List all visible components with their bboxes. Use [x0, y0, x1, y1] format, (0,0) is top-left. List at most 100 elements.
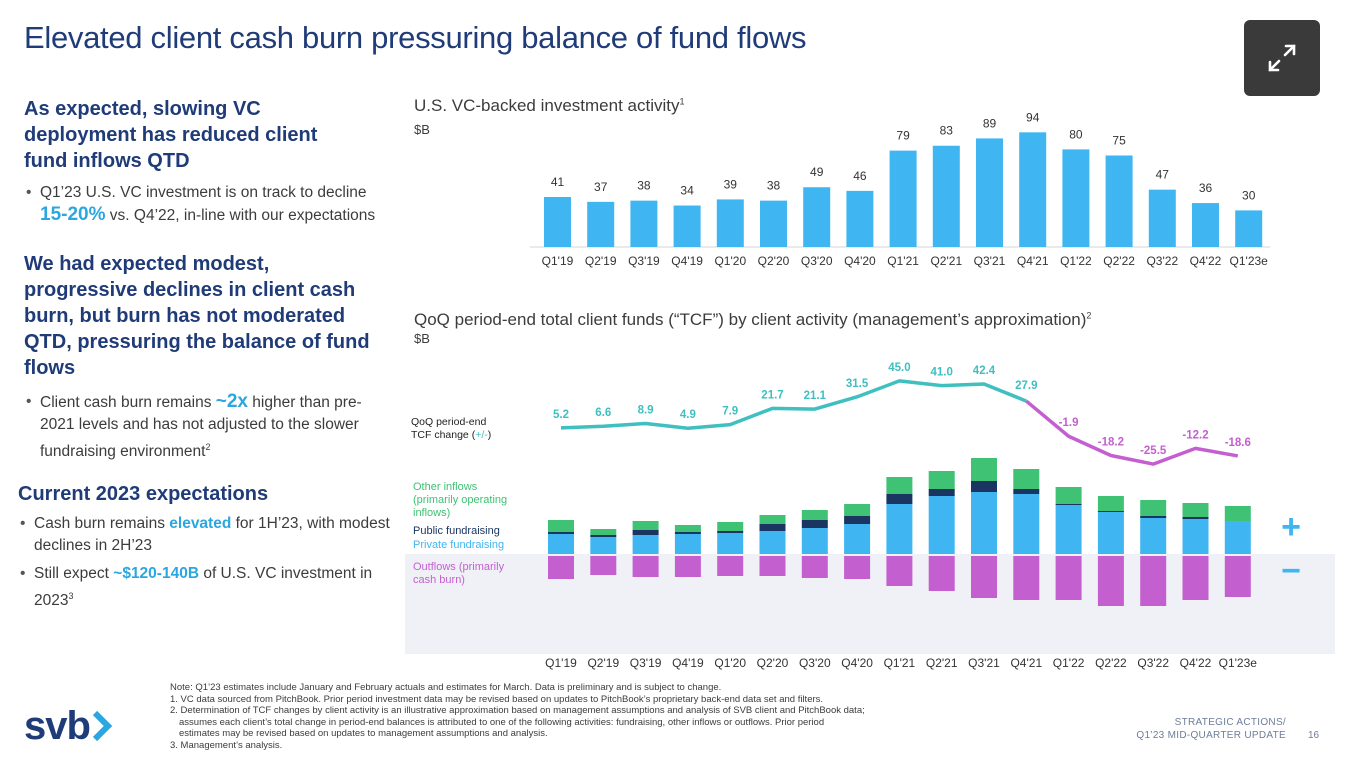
- bar: [673, 205, 701, 247]
- tick-label: Q1'19: [542, 254, 574, 268]
- data-label: 94: [1026, 110, 1040, 124]
- bar: [976, 138, 1003, 247]
- bar-private: [801, 528, 828, 554]
- line-data-label: 42.4: [973, 365, 996, 377]
- bar-other: [759, 515, 786, 524]
- tick-label: Q4'21: [1010, 656, 1042, 670]
- minus-sign: −: [1281, 552, 1301, 590]
- bar: [630, 200, 658, 247]
- chart2-title: QoQ period-end total client funds (“TCF”…: [414, 310, 1092, 329]
- tcf-activity-chart: Q1'19 Q2'19 Q3'19 Q4'19 Q1'20 Q2'20 Q3'20 Q4'20…: [405, 362, 1335, 670]
- bar-private: [1224, 521, 1251, 554]
- bar-public: [1182, 517, 1209, 519]
- bar-private: [590, 537, 617, 554]
- tick-label: Q1'22: [1053, 656, 1085, 670]
- bar-outflows: [674, 556, 701, 577]
- bar: [846, 190, 874, 247]
- tick-label: Q3'22: [1137, 656, 1169, 670]
- bar-private: [759, 531, 786, 554]
- bar-private: [1055, 505, 1082, 554]
- tcf-line-positive: [560, 379, 1027, 430]
- bar-private: [1097, 512, 1124, 554]
- bar-outflows: [1182, 556, 1209, 600]
- data-label: 89: [983, 116, 997, 130]
- line-data-label: 6.6: [595, 407, 611, 419]
- bar-private: [548, 534, 574, 554]
- chart1-title: U.S. VC-backed investment activity1: [414, 96, 685, 115]
- bar: [1192, 203, 1219, 247]
- bar-public: [971, 481, 997, 492]
- bar-public: [759, 524, 786, 531]
- bar: [1148, 189, 1176, 247]
- tick-label: Q1'20: [714, 254, 746, 268]
- data-label: 79: [896, 129, 910, 143]
- bar: [1235, 210, 1263, 247]
- footnote: estimates may be revised based on update…: [179, 728, 548, 739]
- line-data-label: 7.9: [722, 406, 738, 418]
- footnote: 3. Management’s analysis.: [170, 739, 283, 751]
- bullet-2: Client cash burn remains ~2x higher than…: [24, 391, 394, 463]
- tick-label: Q4'20: [844, 254, 876, 268]
- section-heading-1: As expected, slowing VC deployment has r…: [24, 98, 318, 172]
- bar-public: [1097, 511, 1124, 512]
- section-heading-3: Current 2023 expectations: [18, 483, 269, 506]
- line-data-label: 27.9: [1015, 380, 1037, 392]
- bar-other: [1013, 469, 1040, 489]
- section-heading-2: We had expected modest, progressive decl…: [24, 253, 370, 379]
- line-data-label: -18.6: [1225, 437, 1251, 449]
- bar-outflows: [971, 556, 997, 598]
- bar-private: [717, 533, 744, 554]
- bar-other: [674, 525, 701, 532]
- bar-public: [590, 535, 617, 537]
- data-label: 75: [1112, 134, 1126, 148]
- tick-label: Q1'23e: [1230, 254, 1269, 268]
- data-label: 41: [551, 175, 565, 189]
- bar-outflows: [1013, 556, 1040, 600]
- bar-outflows: [1140, 556, 1167, 606]
- tcf-line-negative: [1025, 399, 1239, 466]
- tick-label: Q3'19: [630, 656, 662, 670]
- footnotes: Note: Q1’23 estimates include January an…: [170, 682, 1050, 751]
- legend-outflows: Outflows (primarily: [413, 561, 505, 573]
- bar-outflows: [1055, 556, 1082, 600]
- tick-label: Q4'21: [1017, 254, 1049, 268]
- bar-outflows: [548, 556, 574, 579]
- bullet-3: Cash burn remains elevated for 1H’23, wi…: [18, 513, 394, 557]
- commentary-panel: As expected, slowing VC deployment has r…: [18, 96, 394, 612]
- bar-other: [632, 521, 659, 530]
- bar-other: [717, 522, 744, 531]
- data-label: 80: [1069, 127, 1083, 141]
- bar: [803, 187, 831, 247]
- bar-private: [844, 524, 871, 554]
- line-data-label: 21.1: [804, 390, 827, 402]
- footnote: assumes each client’s total change in pe…: [179, 716, 825, 728]
- line-data-label: -25.5: [1140, 445, 1167, 457]
- bar-private: [928, 496, 955, 554]
- line-data-label: -12.2: [1182, 429, 1208, 441]
- bar-other: [1097, 496, 1124, 511]
- tick-label: Q3'19: [628, 254, 660, 268]
- page-number: 16: [1308, 730, 1320, 741]
- bar-public: [1055, 504, 1082, 505]
- tick-label: Q4'19: [672, 656, 704, 670]
- bar-public: [886, 494, 913, 504]
- highlight-15-20: 15-20%: [40, 204, 106, 225]
- tick-label: Q3'21: [968, 656, 1000, 670]
- data-label: 47: [1156, 168, 1170, 182]
- bar-outflows: [717, 556, 744, 576]
- bullet-4: Still expect ~$120-140B of U.S. VC inves…: [18, 563, 394, 612]
- data-label: 49: [810, 165, 824, 179]
- bar-public: [632, 530, 659, 535]
- bar-public: [674, 532, 701, 534]
- tick-label: Q2'20: [757, 656, 789, 670]
- bar-other: [886, 477, 913, 494]
- bar-outflows: [844, 556, 871, 579]
- footnote: 2. Determination of TCF changes by clien…: [170, 705, 865, 716]
- expand-button[interactable]: [1244, 20, 1320, 96]
- bar-public: [548, 532, 574, 534]
- highlight-2x: ~2x: [215, 391, 248, 412]
- bar: [889, 150, 917, 247]
- tick-label: Q1'22: [1060, 254, 1092, 268]
- tick-label: Q2'22: [1103, 254, 1135, 268]
- vc-investment-chart: 41 Q1'19 37 Q2'19 38 Q3'19 34 Q4'19 39 Q1'20 38 Q2'…: [530, 110, 1270, 268]
